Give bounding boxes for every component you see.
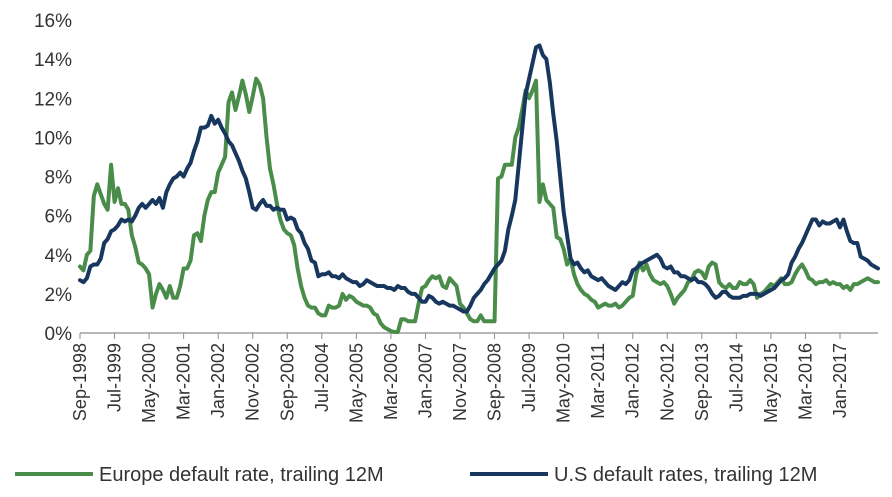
x-tick-label: May-2000: [139, 343, 159, 423]
x-axis: Sep-1998 Jul-1999 May-2000 Mar-2001 Jan-2002…: [70, 332, 878, 423]
x-tick-label: Mar-2011: [588, 343, 608, 419]
europe-default-rate-line: [78, 76, 880, 335]
x-tick-label: Nov-2012: [657, 343, 677, 421]
x-tick-label: Nov-2007: [450, 343, 470, 421]
x-tick-label: Mar-2016: [795, 343, 815, 420]
x-tick-label: Jul-1999: [105, 343, 125, 412]
y-axis: 0% 2% 4% 6% 8% 10% 12% 14% 16%: [34, 11, 72, 345]
series-lines: [78, 43, 880, 335]
x-tick-label: Jul-2014: [726, 343, 746, 412]
x-tick-label: Jan-2017: [830, 343, 850, 418]
y-tick-label: 14%: [34, 50, 72, 71]
x-tick-label: Jul-2004: [312, 343, 332, 412]
us-default-rate-line: [78, 43, 880, 314]
x-tick-label: Mar-2006: [381, 343, 401, 420]
x-tick-label: Sep-2008: [485, 343, 505, 421]
x-tick-label: Jan-2012: [623, 343, 643, 418]
y-tick-label: 6%: [45, 207, 73, 228]
legend: Europe default rate, trailing 12M U.S def…: [15, 464, 817, 486]
y-tick-label: 16%: [34, 11, 72, 32]
y-tick-label: 0%: [45, 324, 73, 345]
x-tick-label: Mar-2001: [174, 343, 194, 420]
legend-label-europe: Europe default rate, trailing 12M: [99, 464, 384, 486]
x-tick-label: Jan-2007: [415, 343, 435, 418]
x-tick-label: Jul-2009: [519, 343, 539, 412]
x-tick-label: May-2005: [346, 343, 366, 423]
y-tick-label: 2%: [45, 285, 73, 306]
y-tick-label: 8%: [45, 168, 73, 189]
x-tick-label: Sep-2013: [692, 343, 712, 421]
x-tick-label: Nov-2002: [243, 343, 263, 421]
x-tick-label: May-2015: [761, 343, 781, 423]
y-tick-label: 4%: [45, 246, 73, 267]
x-tick-label: Sep-2003: [277, 343, 297, 421]
x-tick-label: Sep-1998: [70, 343, 90, 421]
y-tick-label: 10%: [34, 128, 72, 149]
x-tick-label: May-2010: [554, 343, 574, 423]
legend-label-us: U.S default rates, trailing 12M: [554, 464, 817, 486]
x-tick-label: Jan-2002: [208, 343, 228, 418]
y-tick-label: 12%: [34, 89, 72, 110]
